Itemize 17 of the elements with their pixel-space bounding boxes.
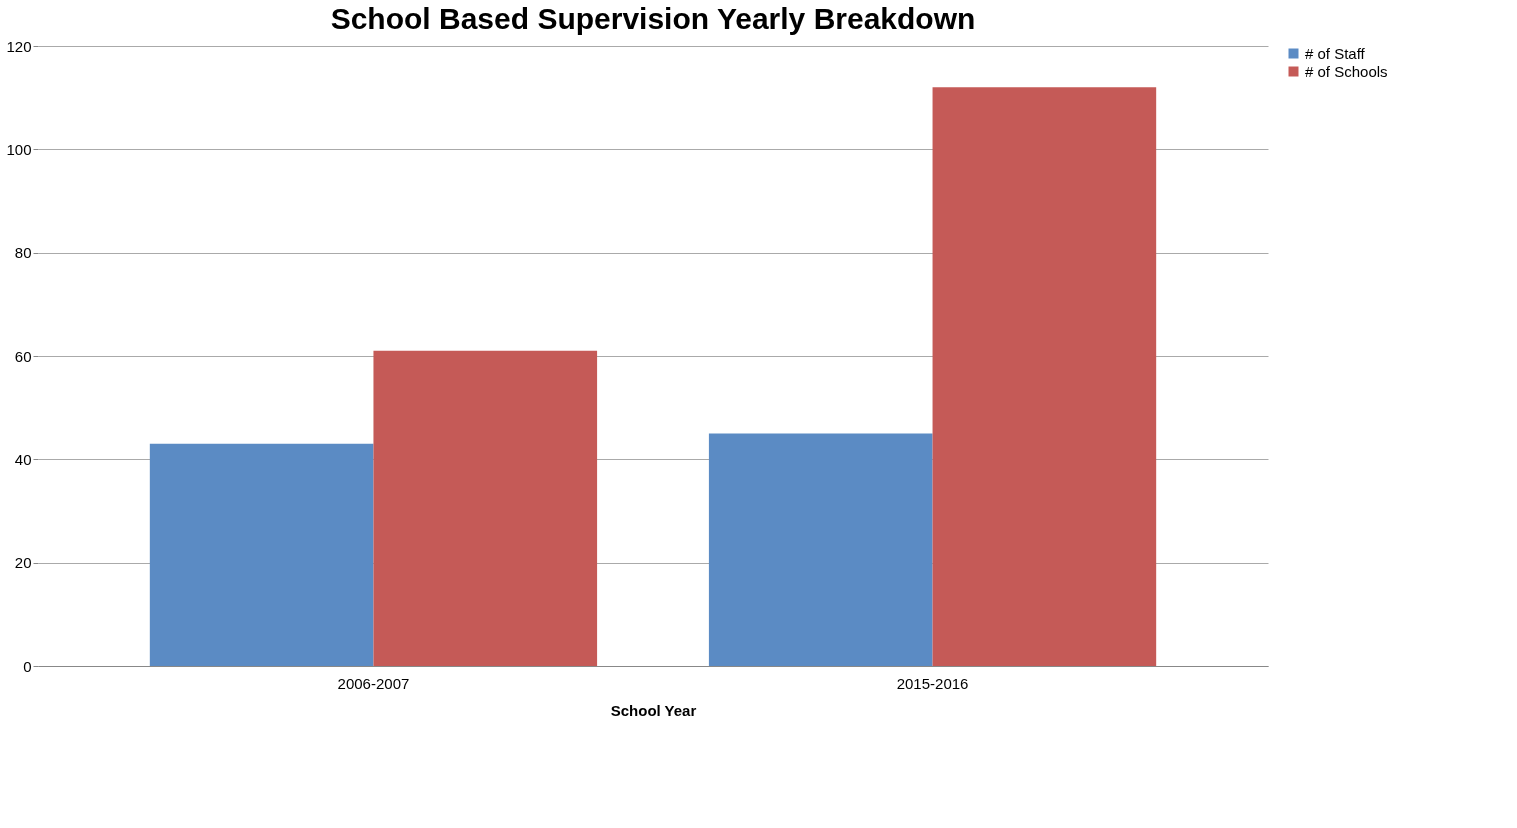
bar	[373, 350, 598, 666]
legend-label: # of Schools	[1305, 62, 1388, 80]
x-tick-label: 2006-2007	[337, 674, 410, 692]
x-axis-title: School Year	[610, 701, 697, 719]
y-tick-label: 60	[14, 347, 32, 365]
y-tick-label: 20	[14, 554, 32, 572]
bar	[708, 433, 933, 666]
bar	[149, 443, 374, 666]
y-tick-label: 100	[6, 140, 32, 158]
chart-title: School Based Supervision Yearly Breakdown	[330, 2, 976, 35]
y-tick-label: 0	[23, 657, 32, 675]
y-tick-label: 80	[14, 244, 32, 262]
bar	[932, 87, 1157, 666]
x-tick-label: 2015-2016	[896, 674, 969, 692]
y-tick-label: 40	[14, 450, 32, 468]
legend-label: # of Staff	[1305, 44, 1366, 62]
y-tick-label: 120	[6, 37, 32, 55]
